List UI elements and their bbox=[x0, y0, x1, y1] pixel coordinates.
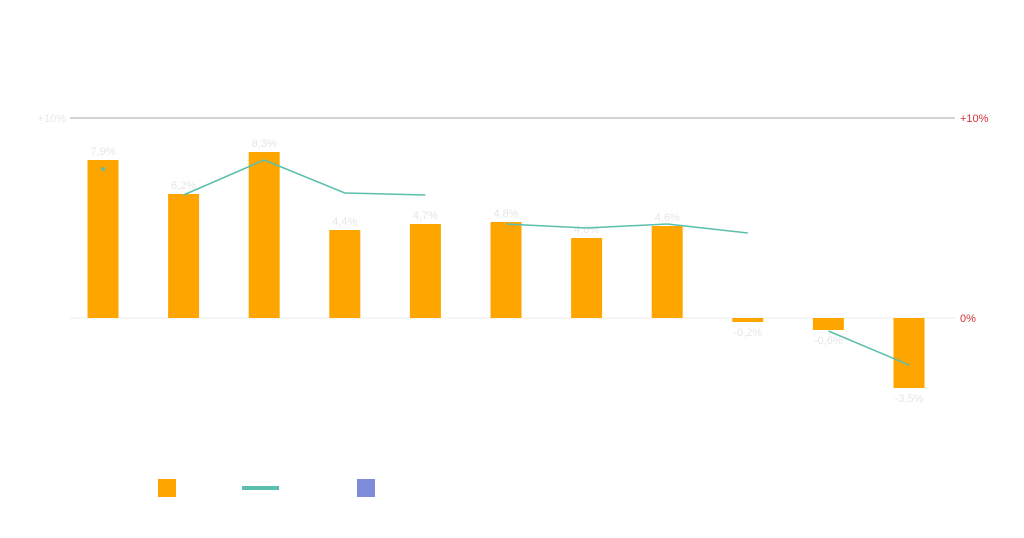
left-tick-label: +10% bbox=[38, 113, 67, 125]
bar bbox=[571, 238, 603, 318]
bar-data-label: 4,4% bbox=[332, 216, 357, 228]
bar bbox=[329, 230, 361, 318]
bar bbox=[87, 160, 119, 318]
bar bbox=[248, 152, 280, 318]
bar-data-label: 4,6% bbox=[655, 212, 680, 224]
bar-data-label: 4,0% bbox=[574, 224, 599, 236]
bar-data-label: -3,5% bbox=[895, 393, 924, 405]
line-series-segment bbox=[183, 159, 426, 196]
bar bbox=[490, 222, 522, 318]
bar-data-label: 4,8% bbox=[493, 208, 518, 220]
line-series-segment bbox=[505, 223, 748, 234]
bar-data-label: 7,9% bbox=[90, 146, 115, 158]
bar-data-label: 8,3% bbox=[252, 138, 277, 150]
bar-data-label: -0,2% bbox=[733, 327, 762, 339]
legend-swatch-bars bbox=[158, 479, 176, 497]
legend-swatch-line bbox=[242, 486, 279, 490]
legend-swatch-third bbox=[357, 479, 375, 497]
bar-data-label: 6,2% bbox=[171, 180, 196, 192]
bar bbox=[168, 194, 200, 318]
bar bbox=[812, 318, 844, 330]
bar-data-label: 4,7% bbox=[413, 210, 438, 222]
bar bbox=[651, 226, 683, 318]
right-tick-label: 0% bbox=[960, 313, 976, 325]
bar bbox=[732, 318, 764, 322]
line-point bbox=[101, 167, 105, 171]
bar-data-label: -0,6% bbox=[814, 335, 843, 347]
bar bbox=[893, 318, 925, 388]
line-series-segment bbox=[828, 330, 910, 366]
right-tick-label: +10% bbox=[960, 113, 989, 125]
bar bbox=[409, 224, 441, 318]
